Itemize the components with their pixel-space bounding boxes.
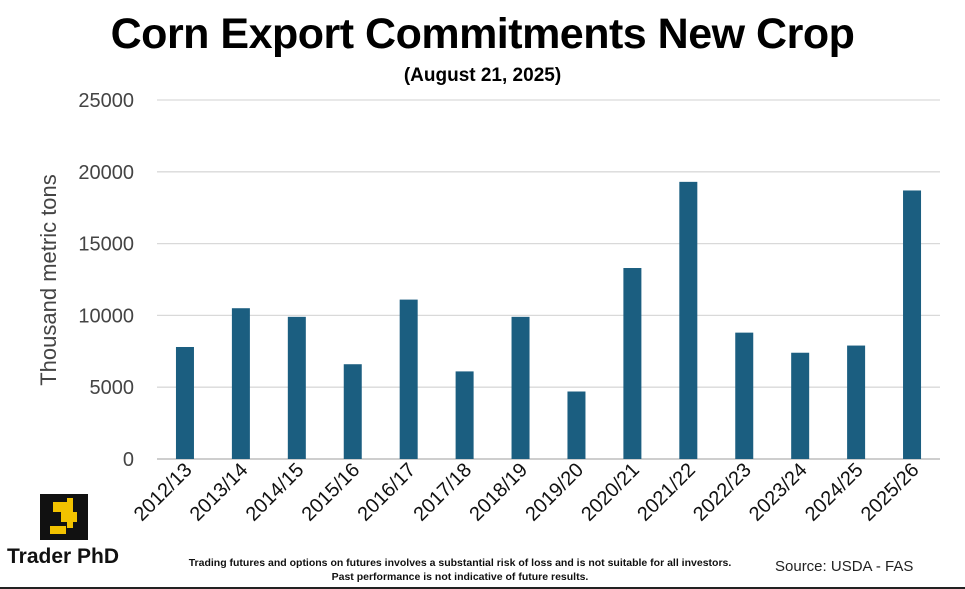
x-tick-label: 2012/13 (130, 459, 197, 526)
disclaimer-line-1: Trading futures and options on futures i… (188, 557, 732, 569)
bar-2014-15 (287, 316, 306, 459)
x-tick-label: 2021/22 (633, 459, 700, 526)
bar-2018-19 (511, 316, 530, 459)
bar-2013-14 (231, 308, 250, 459)
x-tick-label: 2014/15 (242, 459, 309, 526)
bar-2023-24 (791, 352, 810, 459)
bars (175, 181, 922, 460)
x-tick-label: 2016/17 (354, 459, 421, 526)
x-tick-label: 2020/21 (577, 459, 644, 526)
disclaimer-line-2: Past performance is not indicative of fu… (331, 571, 589, 583)
y-tick-label: 5000 (90, 377, 135, 399)
y-tick-label: 15000 (78, 234, 134, 256)
bar-2022-23 (735, 332, 754, 459)
bar-2019-20 (567, 391, 586, 459)
y-tick-label: 25000 (78, 90, 134, 112)
x-tick-label: 2018/19 (465, 459, 532, 526)
y-tick-label: 20000 (78, 162, 134, 184)
disclaimer: Trading futures and options on futures i… (140, 556, 780, 584)
source-note: Source: USDA - FAS (775, 558, 914, 575)
bar-2021-22 (679, 181, 698, 460)
gridlines (157, 99, 940, 460)
x-tick-label: 2019/20 (521, 459, 588, 526)
x-tick-label: 2013/14 (186, 459, 253, 526)
x-tick-label: 2024/25 (801, 459, 868, 526)
bar-2017-18 (455, 371, 474, 459)
x-axis-ticks: 2012/132013/142014/152015/162016/172017/… (130, 459, 924, 526)
x-tick-label: 2015/16 (298, 459, 365, 526)
x-tick-label: 2023/24 (745, 459, 812, 526)
y-tick-label: 10000 (78, 305, 134, 327)
brand-name: Trader PhD (7, 545, 120, 568)
y-axis-label: Thousand metric tons (36, 174, 61, 386)
chart-subtitle: (August 21, 2025) (403, 65, 562, 86)
y-axis-ticks: 0 5000 10000 15000 20000 25000 (78, 90, 134, 471)
x-tick-label: 2025/26 (857, 459, 924, 526)
bar-2016-17 (399, 299, 418, 459)
bar-2020-21 (623, 268, 642, 459)
bar-2025-26 (903, 190, 922, 459)
bar-2015-16 (343, 364, 362, 459)
bottom-divider (0, 587, 965, 589)
trader-phd-logo-icon (36, 490, 92, 542)
x-tick-label: 2017/18 (409, 459, 476, 526)
y-tick-label: 0 (123, 449, 134, 471)
bar-2024-25 (847, 345, 866, 459)
bar-2012-13 (175, 346, 194, 459)
chart-title: Corn Export Commitments New Crop (110, 10, 855, 58)
x-tick-label: 2022/23 (689, 459, 756, 526)
